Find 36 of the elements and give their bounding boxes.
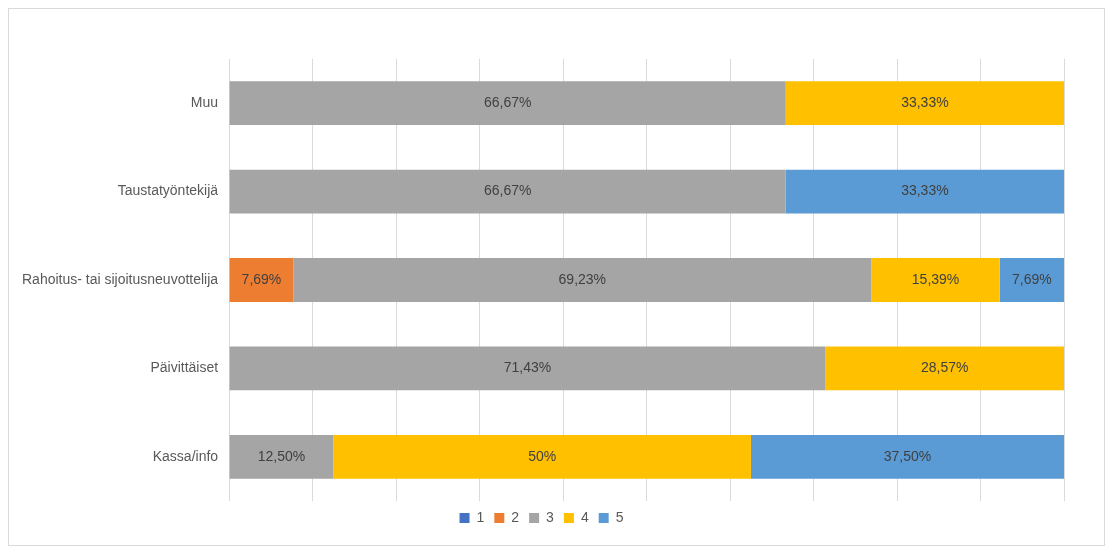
data-label: 66,67% [483,182,532,199]
y-tick-label: Kassa/info [152,447,219,464]
y-tick-label: Rahoitus- tai sijoitusneuvottelija [21,270,219,287]
y-tick-label: Muu [190,94,219,111]
data-label: 37,50% [883,447,932,464]
legend-label: 4 [580,508,589,525]
bar [229,346,826,391]
data-label: 7,69% [241,270,282,287]
data-label: 28,57% [920,359,969,376]
bar [229,434,334,479]
data-label: 66,67% [483,94,532,111]
y-tick-label: Taustatyöntekijä [117,182,219,199]
data-label: 15,39% [911,270,960,287]
data-label: 71,43% [503,359,552,376]
data-label: 69,23% [558,270,607,287]
y-tick-label: Päivittäiset [150,359,219,376]
bar [293,258,872,302]
data-label: 12,50% [257,447,306,464]
bar [825,346,1064,391]
bar [785,81,1064,126]
data-label: 7,69% [1012,270,1052,287]
bar [229,169,786,214]
legend-label: 2 [511,508,520,525]
legend-label: 5 [615,508,624,525]
bar [333,434,751,479]
bar [871,258,1000,302]
bar [785,169,1064,214]
bar [229,258,294,302]
data-label: 33,33% [901,94,949,111]
data-label: 33,33% [901,182,949,199]
bar [999,258,1064,302]
bar [750,434,1064,479]
legend-label: 3 [546,508,555,525]
data-label: 50% [528,447,557,464]
legend-label: 1 [476,508,485,525]
bar [229,81,786,126]
